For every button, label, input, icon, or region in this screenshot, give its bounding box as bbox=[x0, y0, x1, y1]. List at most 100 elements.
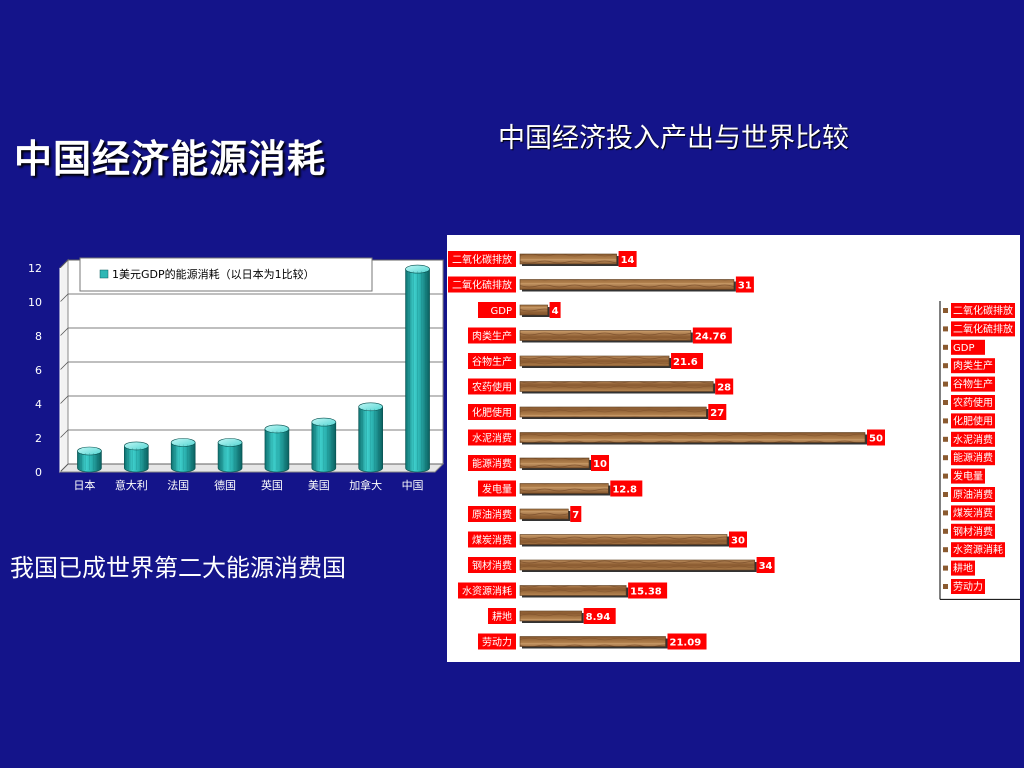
legend-label-bg bbox=[951, 413, 995, 429]
legend-swatch bbox=[943, 308, 948, 313]
bar-劳动力 bbox=[519, 636, 666, 647]
category-label-bg bbox=[468, 327, 516, 344]
x-tick-label: 法国 bbox=[167, 478, 189, 492]
legend-label-bg bbox=[951, 303, 1015, 318]
plot-side-wall bbox=[59, 258, 69, 474]
gridline-depth bbox=[59, 327, 69, 337]
category-label-bg bbox=[478, 302, 516, 318]
value-label-bg bbox=[549, 302, 561, 318]
bar-top bbox=[170, 438, 196, 447]
value-label: 34 bbox=[759, 561, 773, 572]
value-label-bg bbox=[591, 455, 609, 471]
category-label: 肉类生产 bbox=[472, 330, 512, 343]
legend-label-bg bbox=[951, 339, 985, 355]
bar-美国 bbox=[311, 417, 337, 473]
y-tick-label: 2 bbox=[35, 432, 42, 445]
legend-swatch bbox=[943, 400, 948, 405]
bar-发电量 bbox=[519, 483, 609, 494]
bar-GDP bbox=[519, 304, 548, 316]
legend-swatch bbox=[943, 418, 948, 424]
category-label-bg bbox=[458, 582, 516, 599]
legend-swatch bbox=[943, 455, 948, 461]
y-tick-label: 10 bbox=[28, 296, 42, 309]
category-label-bg bbox=[478, 480, 516, 497]
value-label: 12.8 bbox=[612, 485, 637, 496]
bar-二氧化碳排放 bbox=[519, 253, 617, 265]
bar-水泥消费 bbox=[519, 432, 866, 443]
bar-原油消费 bbox=[519, 508, 569, 520]
value-label: 7 bbox=[572, 510, 579, 521]
category-label: 水泥消费 bbox=[472, 432, 512, 445]
legend-label-bg bbox=[951, 321, 1015, 337]
bar-钢材消费 bbox=[519, 559, 755, 571]
bar-化肥使用 bbox=[519, 406, 707, 418]
legend-swatch bbox=[943, 584, 948, 589]
y-tick-label: 8 bbox=[35, 330, 42, 343]
legend-label: 谷物生产 bbox=[953, 378, 993, 391]
category-label: 耕地 bbox=[492, 610, 512, 623]
category-label-bg bbox=[488, 608, 516, 624]
legend-swatch bbox=[943, 363, 948, 369]
bar-意大利 bbox=[124, 441, 149, 473]
value-label: 15.38 bbox=[630, 587, 662, 598]
value-label-bg bbox=[671, 353, 704, 369]
value-label-bg bbox=[570, 506, 582, 522]
value-label: 21.09 bbox=[670, 638, 702, 649]
legend-swatch bbox=[943, 381, 948, 387]
category-label-bg bbox=[478, 633, 516, 650]
value-label-bg bbox=[729, 531, 747, 548]
gridline-depth bbox=[59, 429, 69, 439]
bar-top bbox=[358, 402, 383, 412]
value-label: 8.94 bbox=[586, 612, 611, 623]
bar-body bbox=[405, 268, 430, 473]
category-label: 农药使用 bbox=[472, 381, 512, 394]
value-label-bg bbox=[708, 404, 727, 420]
bar-英国 bbox=[264, 424, 290, 473]
legend-box bbox=[79, 257, 373, 292]
category-label-bg bbox=[448, 251, 516, 267]
legend-label: GDP bbox=[953, 343, 974, 354]
value-label: 24.76 bbox=[695, 332, 727, 343]
bar-加拿大 bbox=[358, 402, 383, 473]
value-label-bg bbox=[610, 480, 643, 497]
legend-swatch bbox=[943, 344, 948, 350]
value-label: 28 bbox=[717, 383, 731, 394]
legend-label: 农药使用 bbox=[953, 396, 993, 409]
legend-label-bg bbox=[951, 523, 995, 539]
legend-label-bg bbox=[951, 395, 995, 410]
bar-二氧化硫排放 bbox=[519, 279, 735, 290]
value-label: 21.6 bbox=[673, 357, 698, 368]
bar-body bbox=[170, 442, 196, 473]
plot-floor bbox=[58, 463, 445, 473]
category-label-bg bbox=[468, 455, 516, 471]
legend-label-bg bbox=[951, 542, 1005, 558]
legend-label-bg bbox=[951, 579, 985, 594]
legend-label-bg bbox=[951, 487, 995, 502]
bar-农药使用 bbox=[519, 381, 714, 392]
legend-label: 发电量 bbox=[953, 470, 983, 483]
legend-label: 水泥消费 bbox=[953, 433, 993, 446]
value-label: 30 bbox=[731, 536, 745, 547]
bar-日本 bbox=[77, 446, 102, 473]
legend-label: 原油消费 bbox=[953, 488, 993, 501]
category-label: 钢材消费 bbox=[472, 559, 512, 572]
bar-top bbox=[405, 264, 430, 274]
legend-swatch bbox=[99, 269, 109, 279]
category-label: 原油消费 bbox=[472, 508, 512, 521]
bar-中国 bbox=[405, 264, 430, 473]
value-label-bg bbox=[735, 276, 754, 293]
legend-label: 1美元GDP的能源消耗（以日本为1比较） bbox=[112, 267, 315, 281]
value-label-bg bbox=[715, 378, 734, 395]
x-tick-label: 加拿大 bbox=[349, 478, 382, 492]
value-label: 50 bbox=[869, 434, 883, 445]
chart2-title: 中国经济投入产出与世界比较 bbox=[498, 123, 849, 154]
value-label: 27 bbox=[710, 408, 724, 419]
category-label-bg bbox=[468, 404, 516, 420]
category-label: 水资源消耗 bbox=[462, 585, 512, 598]
value-label-bg bbox=[867, 429, 885, 446]
value-label-bg bbox=[583, 608, 616, 624]
x-tick-label: 意大利 bbox=[115, 478, 148, 492]
category-label-bg bbox=[448, 276, 516, 293]
bar-top bbox=[311, 417, 337, 427]
bar-肉类生产 bbox=[519, 330, 692, 341]
